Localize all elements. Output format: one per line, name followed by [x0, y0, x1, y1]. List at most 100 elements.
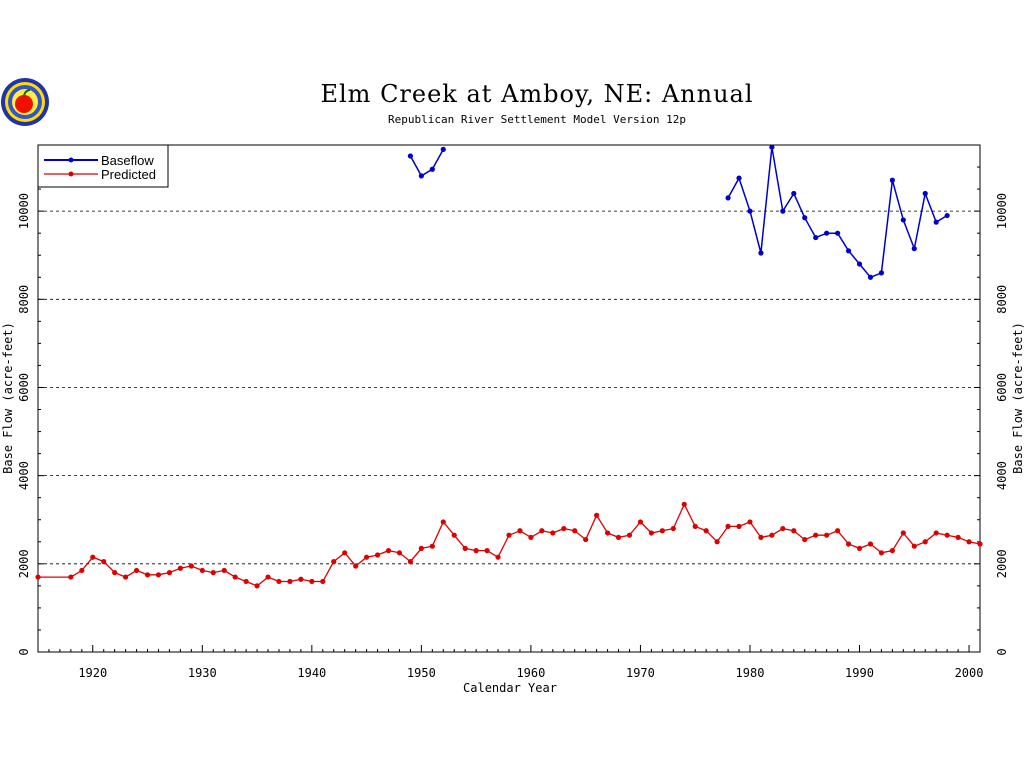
data-point-predicted	[495, 554, 501, 560]
data-point-predicted	[374, 552, 381, 558]
data-point-predicted	[703, 528, 709, 534]
x-tick-label: 1930	[188, 666, 217, 680]
data-point-predicted	[232, 574, 238, 580]
data-point-predicted	[670, 525, 676, 532]
data-point-baseflow	[867, 274, 874, 280]
data-point-predicted	[144, 572, 151, 578]
data-point-predicted	[550, 530, 556, 536]
data-point-predicted	[243, 578, 249, 585]
data-point-predicted	[813, 532, 819, 538]
data-point-predicted	[889, 548, 895, 554]
y-tick-label-left: 10000	[17, 193, 31, 229]
data-point-baseflow	[418, 173, 424, 179]
data-point-predicted	[911, 543, 917, 549]
x-tick-label: 1940	[297, 666, 326, 680]
legend-marker-predicted	[68, 171, 74, 177]
data-point-baseflow	[922, 190, 928, 197]
series-layer	[35, 144, 983, 589]
data-point-baseflow	[813, 234, 819, 241]
data-point-baseflow	[802, 215, 808, 221]
data-point-predicted	[900, 530, 906, 536]
legend-marker-baseflow	[68, 157, 74, 163]
data-point-baseflow	[824, 230, 830, 236]
data-point-predicted	[758, 534, 764, 540]
data-point-predicted	[276, 578, 282, 585]
data-point-predicted	[725, 523, 731, 529]
data-point-predicted	[331, 559, 337, 565]
data-point-predicted	[199, 567, 205, 574]
data-point-baseflow	[791, 190, 797, 197]
data-point-predicted	[648, 530, 654, 536]
data-point-predicted	[385, 548, 392, 554]
data-point-predicted	[451, 532, 457, 538]
y-axis-label-left: Base Flow (acre-feet)	[1, 322, 15, 474]
data-point-baseflow	[889, 177, 895, 183]
data-point-predicted	[528, 534, 534, 540]
data-point-predicted	[966, 539, 972, 545]
data-point-predicted	[878, 550, 885, 556]
x-tick-label: 1980	[736, 666, 765, 680]
chart-title: Elm Creek at Amboy, NE: Annual	[320, 80, 753, 108]
x-tick-label: 2000	[955, 666, 984, 680]
data-point-predicted	[615, 534, 622, 540]
data-point-predicted	[101, 559, 107, 565]
data-point-predicted	[681, 501, 687, 507]
data-point-predicted	[68, 574, 74, 580]
x-tick-label: 1960	[516, 666, 545, 680]
data-point-predicted	[221, 567, 227, 574]
series-line-baseflow	[727, 147, 948, 279]
data-point-predicted	[955, 534, 961, 540]
data-point-predicted	[353, 563, 359, 569]
data-point-predicted	[944, 532, 950, 538]
data-point-predicted	[79, 567, 85, 574]
data-point-predicted	[791, 528, 797, 534]
y-tick-label-left: 2000	[17, 549, 31, 578]
y-tick-label-right: 2000	[995, 549, 1009, 578]
y-tick-label-left: 0	[17, 648, 31, 655]
y-tick-label-left: 6000	[17, 373, 31, 402]
data-point-predicted	[462, 545, 468, 551]
y-tick-label-left: 4000	[17, 461, 31, 490]
data-point-predicted	[561, 525, 567, 532]
data-point-baseflow	[856, 261, 863, 267]
data-point-predicted	[309, 578, 315, 585]
grid-lines	[38, 210, 980, 565]
data-point-predicted	[133, 567, 140, 574]
data-point-predicted	[867, 541, 874, 547]
data-point-predicted	[265, 574, 271, 580]
data-point-baseflow	[769, 144, 775, 150]
legend-label-baseflow: Baseflow	[101, 153, 154, 168]
y-tick-label-left: 8000	[17, 285, 31, 314]
data-point-predicted	[747, 519, 753, 525]
y-tick-label-right: 0	[995, 648, 1009, 655]
x-tick-label: 1970	[626, 666, 655, 680]
data-point-predicted	[166, 570, 173, 576]
data-point-baseflow	[758, 250, 764, 256]
data-point-predicted	[824, 532, 830, 538]
data-point-baseflow	[725, 195, 731, 201]
data-point-predicted	[780, 525, 786, 532]
data-point-predicted	[287, 578, 293, 585]
axis-ticks: 0 0 2000 2000 4000 4000 6000 6000 8000 8000 10000 1…	[17, 144, 1009, 680]
data-point-predicted	[418, 545, 424, 551]
data-point-baseflow	[911, 246, 917, 252]
data-point-predicted	[35, 574, 41, 580]
data-point-predicted	[802, 536, 808, 543]
y-tick-label-right: 4000	[995, 461, 1009, 490]
data-point-predicted	[155, 572, 162, 578]
data-point-predicted	[188, 563, 194, 569]
y-tick-label-right: 8000	[995, 285, 1009, 314]
y-tick-label-right: 10000	[995, 193, 1009, 229]
data-point-baseflow	[407, 153, 414, 159]
data-point-predicted	[364, 554, 370, 560]
x-tick-label: 1950	[407, 666, 436, 680]
y-axis-label-right: Base Flow (acre-feet)	[1011, 322, 1024, 474]
data-point-predicted	[429, 543, 435, 549]
data-point-predicted	[407, 559, 414, 565]
legend-box	[37, 144, 169, 188]
data-point-predicted	[473, 548, 479, 554]
series-line-baseflow	[409, 149, 444, 177]
chart-subtitle: Republican River Settlement Model Versio…	[388, 113, 686, 126]
data-point-predicted	[845, 541, 852, 547]
